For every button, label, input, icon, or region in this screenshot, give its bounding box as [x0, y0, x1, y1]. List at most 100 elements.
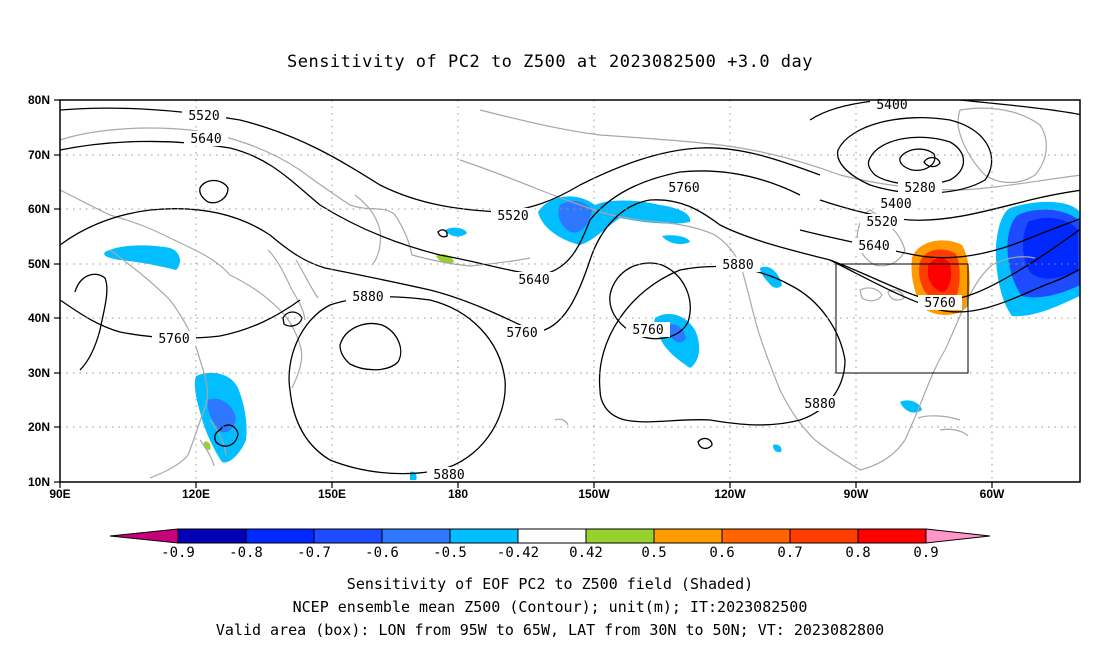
- contour-5760-local: [282, 311, 303, 327]
- colorbar-cell: [313, 528, 383, 544]
- contour-5640-a: [60, 140, 801, 276]
- coastline-great-lakes: [859, 287, 905, 302]
- contour-5640-island: [199, 179, 229, 204]
- colorbar-cells: [109, 528, 991, 544]
- contour-label: 5640: [190, 132, 221, 147]
- shaded-sensitivity-regions: [104, 196, 1080, 480]
- coastline-caribbean: [917, 415, 969, 437]
- negative-dot-nearby1: [773, 444, 782, 453]
- contour-label: 5880: [722, 258, 753, 273]
- colorbar-label: 0.8: [845, 545, 870, 561]
- contour-5760-east: [829, 259, 1080, 313]
- figure-title: Sensitivity of PC2 to Z500 at 2023082500…: [287, 52, 813, 72]
- coastline-arctic-na: [479, 109, 1080, 191]
- coastline-aleutians: [411, 254, 531, 267]
- negative-dot-caribbean: [900, 400, 922, 413]
- negative-deep-atlantic: [1022, 217, 1078, 279]
- contour-label: 5760: [158, 332, 189, 347]
- contour-5280-core: [923, 156, 941, 168]
- lat-label: 70N: [28, 148, 50, 162]
- negative-region-npacific-west: [104, 245, 180, 270]
- contour-5280-inner: [899, 148, 936, 171]
- contour-label: 5760: [668, 181, 699, 196]
- contour-5520-kink: [437, 229, 448, 238]
- colorbar-cell: [517, 528, 587, 544]
- footer-line-2: NCEP ensemble mean Z500 (Contour); unit(…: [293, 598, 808, 616]
- negative-region-aleutian: [445, 227, 467, 237]
- colorbar-label: -0.42: [497, 545, 539, 561]
- lat-label: 50N: [28, 257, 50, 271]
- colorbar-cell: [721, 528, 791, 544]
- contour-label: 5520: [497, 209, 528, 224]
- colorbar-labels: -0.9 -0.8 -0.7 -0.6 -0.5 -0.42 0.42 0.5 …: [161, 545, 939, 561]
- contour-5880-d: [214, 424, 239, 447]
- contour-label: 5640: [518, 273, 549, 288]
- colorbar-cell: [245, 528, 315, 544]
- contour-5400-outer: [809, 100, 1080, 121]
- latitude-labels: 80N 70N 60N 50N 40N 30N 20N 10N: [28, 93, 50, 489]
- footer-line-3: Valid area (box): LON from 95W to 65W, L…: [216, 621, 884, 639]
- coastline-east-na: [944, 256, 1036, 351]
- colorbar: -0.9 -0.8 -0.7 -0.6 -0.5 -0.42 0.42 0.5 …: [109, 528, 991, 561]
- lon-label: 150E: [318, 487, 346, 501]
- gridlines: [60, 100, 1080, 482]
- contour-5280: [867, 136, 965, 186]
- lon-label: 60W: [980, 487, 1005, 501]
- footer-line-1: Sensitivity of EOF PC2 to Z500 field (Sh…: [347, 575, 753, 593]
- coastline-east-asia: [60, 127, 413, 389]
- colorbar-label: 0.42: [569, 545, 603, 561]
- contour-label: 5520: [188, 109, 219, 124]
- contour-5520-east: [819, 189, 1080, 221]
- lon-label: 120E: [182, 487, 210, 501]
- contour-5880-e: [697, 437, 713, 450]
- coastline-greenland: [957, 107, 1047, 184]
- lon-label: 180: [448, 487, 468, 501]
- coastline-philippines: [199, 419, 227, 467]
- lat-label: 20N: [28, 420, 50, 434]
- map-panel: 5520 5640 5760 5880 5520 5640 5760 5760 …: [28, 93, 1081, 501]
- colorbar-label: 0.9: [913, 545, 938, 561]
- lat-label: 80N: [28, 93, 50, 107]
- coastlines: [60, 107, 1080, 479]
- lon-label: 90W: [844, 487, 869, 501]
- negative-core-wpacific: [207, 398, 236, 433]
- contour-labels: 5520 5640 5760 5880 5520 5640 5760 5760 …: [152, 97, 962, 483]
- positive-peak-northeast: [928, 258, 952, 292]
- coastline-central-america: [859, 349, 946, 471]
- lat-label: 10N: [28, 475, 50, 489]
- contour-5520-a: [60, 107, 821, 213]
- colorbar-label: -0.5: [433, 545, 467, 561]
- contour-label: 5880: [804, 397, 835, 412]
- contour-label: 5880: [352, 290, 383, 305]
- lat-label: 40N: [28, 311, 50, 325]
- coastline-china: [109, 249, 209, 479]
- colorbar-arrow-left: [109, 528, 179, 544]
- lon-label: 150W: [578, 487, 610, 501]
- coastline-japan: [267, 249, 319, 321]
- colorbar-cell: [381, 528, 451, 544]
- colorbar-label: -0.9: [161, 545, 195, 561]
- colorbar-label: -0.8: [229, 545, 263, 561]
- colorbar-cell: [653, 528, 723, 544]
- contour-label: 5400: [880, 197, 911, 212]
- coastline-hawaii: [554, 418, 569, 426]
- colorbar-label: 0.5: [641, 545, 666, 561]
- contour-label: 5400: [876, 98, 907, 113]
- colorbar-label: 0.6: [709, 545, 734, 561]
- contour-label: 5760: [506, 326, 537, 341]
- contour-5880-a: [288, 296, 506, 475]
- coastline-kamchatka: [354, 194, 382, 266]
- colorbar-label: -0.6: [365, 545, 399, 561]
- contour-5880-b: [339, 322, 402, 371]
- colorbar-cell: [449, 528, 519, 544]
- colorbar-cell: [585, 528, 655, 544]
- lon-label: 120W: [714, 487, 746, 501]
- contour-label: 5640: [858, 239, 889, 254]
- contour-label: 5760: [924, 296, 955, 311]
- lat-label: 30N: [28, 366, 50, 380]
- colorbar-cell: [789, 528, 859, 544]
- colorbar-cell: [177, 528, 247, 544]
- colorbar-label: -0.7: [297, 545, 331, 561]
- tick-marks: [54, 99, 993, 488]
- negative-region-mexico: [760, 266, 782, 288]
